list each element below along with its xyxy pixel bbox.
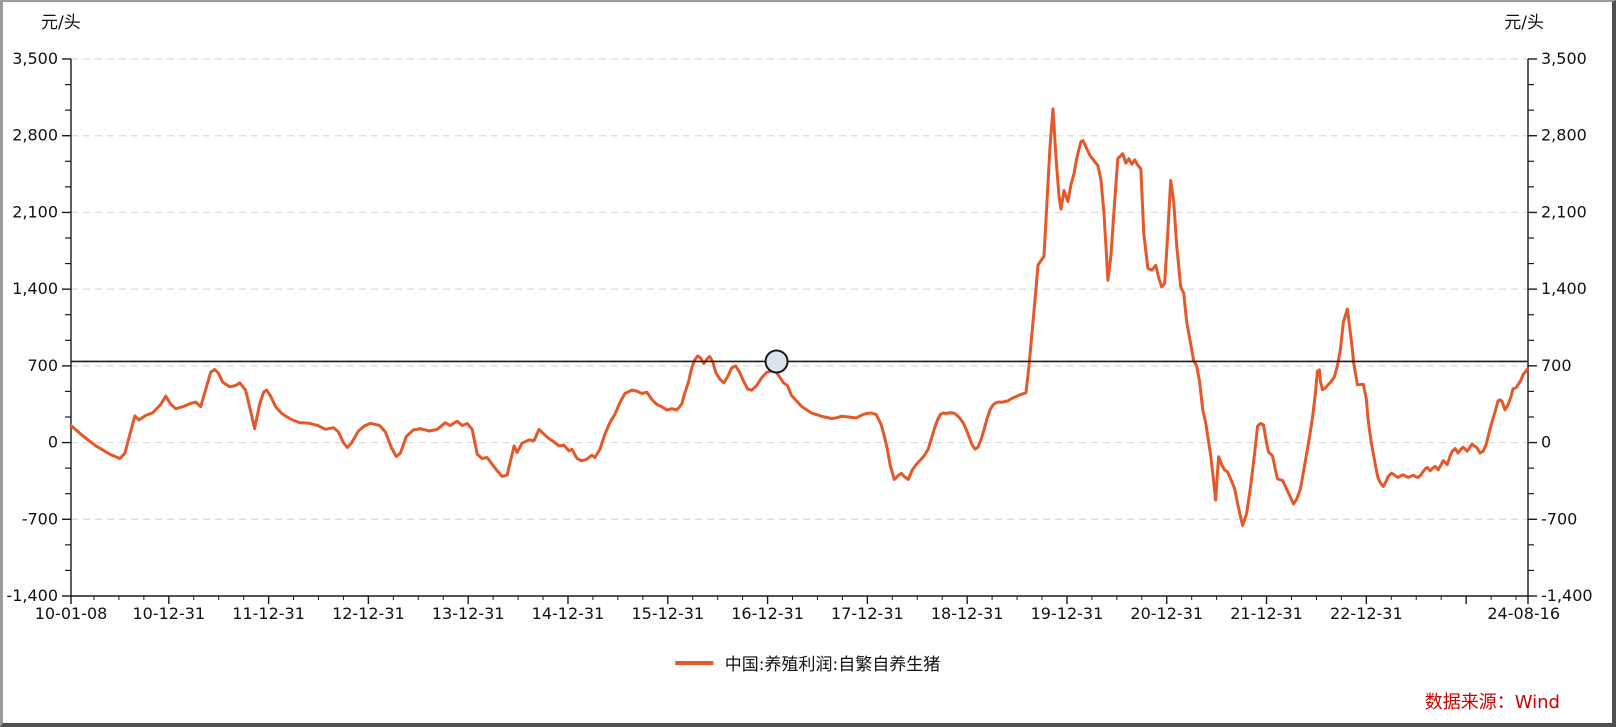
y-tick-label-right: 3,500 [1541,49,1587,68]
x-tick-label: 11-12-31 [232,604,305,623]
y-axis-unit-left: 元/头 [41,13,81,33]
legend[interactable]: 中国:养殖利润:自繁自养生猪 [674,650,941,675]
y-tick-label-right: 0 [1541,433,1551,452]
x-tick-label: 15-12-31 [631,604,704,623]
x-tick-label: 20-12-31 [1130,604,1203,623]
x-tick-label: 14-12-31 [532,604,605,623]
y-tick-label-right: 2,800 [1541,126,1587,145]
x-tick-label: 12-12-31 [332,604,405,623]
x-tick-label: 18-12-31 [931,604,1004,623]
y-tick-label-right: -1,400 [1541,586,1593,605]
x-tick-label: 24-08-16 [1487,604,1560,623]
y-tick-label-left: -700 [22,509,58,528]
x-tick-label: 22-12-31 [1330,604,1403,623]
x-tick-label: 17-12-31 [831,604,904,623]
y-tick-label-left: 3,500 [12,49,58,68]
y-axis-unit-right: 元/头 [1504,13,1544,33]
y-tick-label-left: 2,100 [12,202,58,221]
x-tick-label: 10-12-31 [132,604,205,623]
y-tick-label-right: -700 [1541,509,1577,528]
legend-line-swatch [674,660,713,665]
chart-plot-area[interactable]: 3,500 3,500 2,800 2,800 2,100 2,100 1,400 1,400… [3,2,1612,723]
y-tick-label-left: -1,400 [6,586,58,605]
x-tick-label: 19-12-31 [1031,604,1104,623]
y-tick-label-right: 2,100 [1541,202,1587,221]
y-tick-label-right: 700 [1541,356,1572,375]
y-tick-label-left: 2,800 [12,126,58,145]
x-tick-label: 10-01-08 [35,604,108,623]
y-tick-label-right: 1,400 [1541,279,1587,298]
x-tick-label: 13-12-31 [432,604,505,623]
reference-line-handle[interactable] [764,349,789,374]
profit-line-series [69,107,1529,527]
y-tick-label-left: 1,400 [12,279,58,298]
y-tick-label-left: 0 [48,433,58,452]
data-source-note: 数据来源：Wind [1424,692,1560,713]
x-tick-label: 16-12-31 [731,604,804,623]
y-tick-label-left: 700 [27,356,58,375]
x-tick-label: 21-12-31 [1230,604,1303,623]
legend-series-label: 中国:养殖利润:自繁自养生猪 [724,655,941,675]
